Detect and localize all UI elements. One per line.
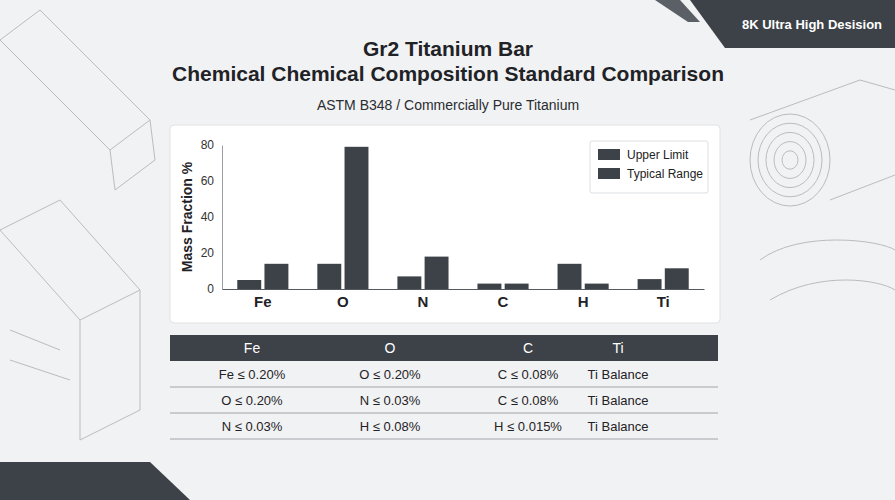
table-cell: Ti Balance <box>588 393 649 408</box>
y-tick: 80 <box>201 138 222 152</box>
badge-text: 8K Ultra High Desision <box>742 17 882 32</box>
legend-label: Typical Range <box>627 167 703 181</box>
bar <box>505 284 529 289</box>
decoration <box>0 10 895 440</box>
y-tick-label: 40 <box>201 210 215 224</box>
table-cell: Ti Balance <box>588 419 649 434</box>
table: Fe O C Ti Fe ≤ 0.20% O ≤ 0.20% C ≤ 0.08% Ti Bal… <box>170 335 718 439</box>
table-header-cell: O <box>385 340 396 356</box>
table-cell: H ≤ 0.015% <box>494 419 562 434</box>
table-cell: C ≤ 0.08% <box>498 367 559 382</box>
table-cell: N ≤ 0.03% <box>222 419 283 434</box>
legend-swatch <box>598 168 620 179</box>
y-axis: 0 20 40 60 80 <box>201 138 223 296</box>
y-tick-label: 0 <box>207 282 214 296</box>
deco-ring <box>774 142 806 179</box>
page-root: 8K Ultra High Desision Gr2 Titanium BarCh… <box>0 0 895 500</box>
y-tick: 20 <box>201 246 222 260</box>
legend: Upper Limit Typical Range <box>590 141 708 193</box>
bar <box>264 264 288 289</box>
x-axis-line <box>223 289 705 290</box>
x-tick: C <box>498 289 509 310</box>
table-rule <box>170 439 718 440</box>
deco-ring <box>782 151 798 169</box>
x-axis: Fe O N C H Ti <box>223 289 705 310</box>
chart-panel <box>170 125 720 323</box>
table-header-bg <box>170 335 718 361</box>
bar <box>558 264 582 289</box>
x-tick: Fe <box>254 289 272 310</box>
x-tick: N <box>418 289 429 310</box>
bar <box>585 284 609 289</box>
deco-ring <box>750 114 830 206</box>
title: Chemical Chemical Composition Standard C… <box>172 62 724 85</box>
x-tick-label: Ti <box>657 293 670 310</box>
bar <box>665 268 689 289</box>
x-tick: H <box>578 289 589 310</box>
bar <box>345 147 369 289</box>
table-cell: H ≤ 0.08% <box>360 419 421 434</box>
corner-stripe <box>655 0 700 22</box>
table-cell: Fe ≤ 0.20% <box>219 367 286 382</box>
table-cell: C ≤ 0.08% <box>498 393 559 408</box>
x-tick: Ti <box>657 289 670 310</box>
y-axis-line <box>222 146 223 290</box>
bar <box>317 264 341 289</box>
deco-line <box>750 80 895 200</box>
deco-ring <box>766 132 814 187</box>
x-tick-label: C <box>498 293 509 310</box>
table-header-cell: C <box>523 340 533 356</box>
bar <box>397 276 421 289</box>
table-cell: N ≤ 0.03% <box>360 393 421 408</box>
title: Gr2 Titanium Bar <box>363 37 533 60</box>
table-cell: Ti Balance <box>588 367 649 382</box>
bar <box>638 279 662 289</box>
table-cell: O ≤ 0.20% <box>221 393 283 408</box>
x-tick-label: O <box>337 293 349 310</box>
x-tick-label: H <box>578 293 589 310</box>
table-header-cell: Fe <box>244 340 261 356</box>
bar <box>425 257 449 289</box>
y-tick: 0 <box>207 282 222 296</box>
deco-bar <box>0 10 155 190</box>
y-tick: 40 <box>201 210 222 224</box>
y-tick-label: 20 <box>201 246 215 260</box>
badge-bg <box>690 0 895 48</box>
bar <box>477 284 501 289</box>
table-cell: O ≤ 0.20% <box>359 367 421 382</box>
table-rule <box>170 413 718 414</box>
bar <box>237 280 261 289</box>
legend-box <box>590 141 708 193</box>
deco-ring <box>758 123 822 197</box>
legend-label: Upper Limit <box>627 148 689 162</box>
deco-line <box>760 240 895 300</box>
y-axis-title: Mass Fraction % <box>179 161 195 272</box>
background <box>0 0 895 500</box>
subtitle: ASTM B348 / Commercially Pure Titanium <box>317 97 579 113</box>
table-header-cell: Ti <box>612 340 623 356</box>
deco-line <box>10 330 70 380</box>
x-tick-label: N <box>418 293 429 310</box>
chart-svg: 8K Ultra High Desision Gr2 Titanium BarCh… <box>0 0 895 500</box>
deco-bar <box>0 200 140 440</box>
y-tick-label: 80 <box>201 138 215 152</box>
table-rule <box>170 387 718 388</box>
x-tick: O <box>337 289 349 310</box>
corner-bg <box>0 462 190 500</box>
y-tick-label: 60 <box>201 174 215 188</box>
x-tick-label: Fe <box>254 293 272 310</box>
legend-swatch <box>598 149 620 160</box>
y-tick: 60 <box>201 174 222 188</box>
